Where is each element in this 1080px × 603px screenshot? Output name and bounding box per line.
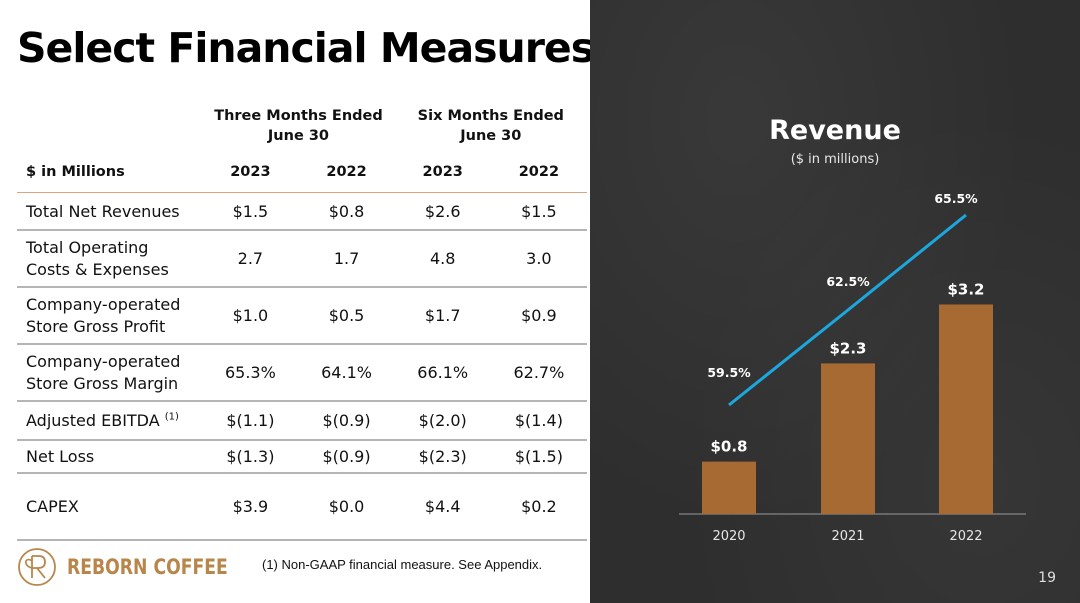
empty-header-cell [17,102,202,152]
x-tick-label-2022: 2022 [949,529,982,544]
cell-value: $3.9 [202,473,299,541]
revenue-chart-panel: Revenue ($ in millions) 19 [590,0,1080,603]
x-tick-label-2020: 2020 [712,529,745,544]
cell-value: $1.7 [394,287,491,345]
footnote: (1) Non-GAAP financial measure. See Appe… [262,557,543,572]
bar-2021 [821,363,875,514]
table-row: Adjusted EBITDA (1) $(1.1) $(0.9) $(2.0)… [17,401,587,441]
brand-name: REBORN COFFEE [67,555,228,579]
page-title: Select Financial Measures [17,24,595,72]
table-row: Company-operated Store Gross Margin 65.3%… [17,344,587,402]
cell-value: 3.0 [490,230,587,288]
bar-2022 [939,304,993,514]
revenue-chart: $0.8 2020 $2.3 2021 $3.2 2022 59.5% 62.5% 65.5% [679,191,1026,544]
cell-value: $1.5 [202,192,299,231]
table-row: Company-operated Store Gross Profit $1.0 … [17,287,587,345]
margin-label-2021: 62.5% [826,274,870,289]
year-header: 2022 [490,152,587,193]
row-label: Adjusted EBITDA (1) [17,401,203,441]
bar-label-2020: $0.8 [710,438,747,456]
cell-value: $(1.3) [202,440,299,474]
row-label: Total Operating Costs & Expenses [17,230,203,288]
cell-value: $2.6 [394,192,491,231]
row-label: Total Net Revenues [17,192,203,231]
group-header-line2: June 30 [460,128,522,144]
cell-value: 62.7% [490,344,587,402]
cell-value: 66.1% [394,344,491,402]
margin-label-2020: 59.5% [707,365,751,380]
year-header: 2023 [202,152,299,193]
page-number: 19 [1038,570,1056,586]
row-label: Company-operated Store Gross Margin [17,344,203,402]
margin-line [728,213,967,407]
brand-logo: REBORN COFFEE [17,547,263,587]
cell-value: $0.9 [490,287,587,345]
table-row: CAPEX $3.9 $0.0 $4.4 $0.2 [17,473,587,541]
row-label: Company-operated Store Gross Profit [17,287,203,345]
six-months-header: Six Months Ended June 30 [395,102,587,152]
cell-value: $(0.9) [298,440,395,474]
year-header: 2023 [394,152,491,193]
cell-value: 4.8 [394,230,491,288]
margin-label-2022: 65.5% [934,191,978,206]
cell-value: $(2.3) [394,440,491,474]
cell-value: $4.4 [394,473,491,541]
cell-value: $0.0 [298,473,395,541]
units-label: $ in Millions [17,152,203,193]
cell-value: $0.8 [298,192,395,231]
cell-value: $1.0 [202,287,299,345]
cell-value: 65.3% [202,344,299,402]
cell-value: $1.5 [490,192,587,231]
bar-label-2022: $3.2 [947,280,984,298]
cell-value: $(1.5) [490,440,587,474]
reborn-coffee-logo-icon [18,548,56,586]
row-label: CAPEX [17,473,203,541]
footnote-marker: (1) [164,411,179,423]
chart-title: Revenue [769,115,901,146]
table-row: Net Loss $(1.3) $(0.9) $(2.3) $(1.5) [17,440,587,474]
table-row: Total Operating Costs & Expenses 2.7 1.7 … [17,230,587,288]
cell-value: $0.2 [490,473,587,541]
cell-value: $(2.0) [394,401,491,441]
bar-label-2021: $2.3 [829,339,866,357]
group-header-line1: Six Months Ended [417,108,564,124]
group-header-line1: Three Months Ended [214,108,383,124]
period-header-row: Three Months Ended June 30 Six Months En… [17,102,587,152]
cell-value: 1.7 [298,230,395,288]
cell-value: $(0.9) [298,401,395,441]
bar-2020 [702,461,756,514]
row-label: Net Loss [17,440,203,474]
x-tick-label-2021: 2021 [831,529,864,544]
three-months-header: Three Months Ended June 30 [202,102,394,152]
group-header-line2: June 30 [267,128,330,144]
financial-measures-table: Three Months Ended June 30 Six Months En… [17,102,587,541]
cell-value: $(1.1) [202,401,299,441]
chart-subtitle: ($ in millions) [790,152,880,167]
cell-value: $(1.4) [490,401,587,441]
table-row: Total Net Revenues $1.5 $0.8 $2.6 $1.5 [17,192,587,231]
cell-value: $0.5 [298,287,395,345]
cell-value: 2.7 [202,230,299,288]
year-header: 2022 [298,152,395,193]
cell-value: 64.1% [298,344,395,402]
year-header-row: $ in Millions 2023 2022 2023 2022 [17,152,587,193]
